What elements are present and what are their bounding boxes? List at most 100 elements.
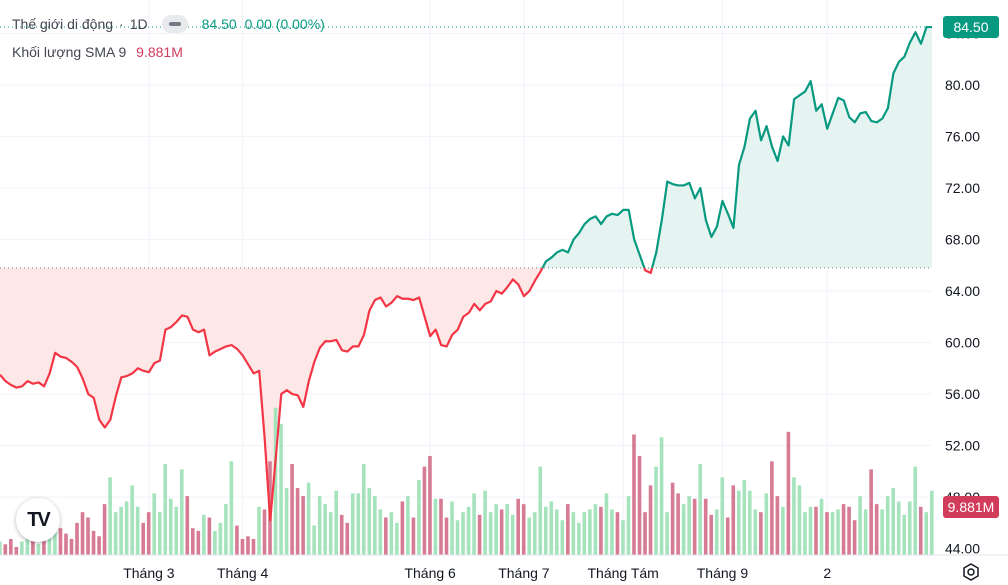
volume-bar	[781, 506, 785, 555]
volume-bar	[869, 469, 873, 555]
volume-bar	[433, 498, 438, 555]
volume-bar	[742, 480, 747, 555]
volume-bar	[538, 466, 543, 555]
price-line-up	[541, 25, 932, 268]
volume-bar	[400, 501, 405, 555]
volume-bar	[748, 490, 752, 555]
volume-bar	[130, 485, 134, 555]
area-fill-above	[0, 27, 932, 268]
volume-bar	[224, 504, 228, 555]
volume-bar	[753, 509, 758, 555]
volume-bar	[665, 512, 669, 555]
tradingview-logo[interactable]: TV	[16, 498, 60, 542]
volume-bar	[91, 530, 96, 555]
volume-bar	[604, 493, 609, 555]
volume-bar	[885, 496, 890, 555]
volume-bars	[0, 407, 934, 555]
volume-bar	[588, 509, 592, 555]
volume-bar	[179, 469, 184, 555]
volume-bar	[488, 512, 493, 555]
volume-bar	[361, 463, 366, 555]
volume-bar	[930, 490, 934, 555]
volume-bar	[924, 512, 929, 555]
volume-bar	[406, 496, 410, 555]
volume-bar	[913, 466, 918, 555]
volume-bar	[97, 536, 101, 555]
volume-bar	[792, 477, 796, 555]
volume-bar	[543, 506, 548, 555]
volume-bar	[626, 496, 631, 555]
volume-bar	[863, 509, 868, 555]
volume-bar	[830, 512, 835, 555]
volume-bar	[450, 501, 454, 555]
volume-bar	[235, 525, 239, 555]
volume-bar	[516, 498, 520, 555]
interval-label[interactable]: 1D	[129, 16, 148, 32]
volume-bar	[621, 520, 625, 555]
volume-bar	[350, 493, 355, 555]
volume-bar	[714, 509, 719, 555]
volume-bar	[836, 509, 840, 555]
volume-bar	[858, 496, 862, 555]
volume-bar	[317, 496, 322, 555]
volume-bar	[709, 514, 714, 555]
volume-bar	[64, 533, 68, 555]
volume-bar	[185, 496, 190, 555]
volume-bar	[676, 493, 680, 555]
symbol-name[interactable]: Thế giới di động	[12, 16, 114, 32]
volume-bar	[20, 541, 24, 555]
volume-bar	[466, 506, 471, 555]
x-tick-label: Tháng 7	[498, 565, 550, 581]
volume-bar	[494, 504, 498, 555]
volume-label[interactable]: Khối lượng SMA 9	[12, 44, 127, 60]
volume-bar	[229, 461, 234, 555]
volume-bar	[505, 504, 509, 555]
volume-bar	[3, 544, 8, 555]
volume-bar	[246, 536, 250, 555]
volume-bar	[615, 512, 620, 555]
y-axis[interactable]: 44.0048.0052.0056.0060.0064.0068.0072.00…	[945, 25, 980, 556]
volume-bar	[9, 538, 13, 555]
volume-bar	[345, 522, 350, 555]
volume-bar	[566, 504, 570, 555]
volume-bar	[328, 512, 333, 555]
price-line-down	[0, 267, 654, 522]
volume-bar	[527, 517, 532, 555]
volume-bar	[659, 437, 664, 555]
volume-bar	[455, 520, 460, 555]
volume-bar	[521, 504, 526, 555]
volume-bar	[80, 512, 85, 555]
volume-bar	[47, 522, 52, 555]
y-tick-label: 44.00	[945, 541, 980, 557]
volume-bar	[687, 496, 691, 555]
logo-text: TV	[27, 508, 51, 531]
volume-bar	[841, 504, 846, 555]
volume-bar	[648, 485, 653, 555]
volume-bar	[902, 514, 907, 555]
y-tick-label: 76.00	[945, 128, 980, 144]
volume-bar	[284, 488, 289, 555]
x-tick-label: Tháng 9	[697, 565, 749, 581]
volume-bar	[439, 498, 443, 555]
volume-bar	[42, 538, 46, 555]
volume-bar	[395, 522, 399, 555]
volume-bar	[119, 506, 123, 555]
volume-bar	[124, 501, 129, 555]
x-axis[interactable]: Tháng 3 Tháng 4 Tháng 6 Tháng 7 Tháng Tám Thá…	[0, 554, 1008, 581]
volume-bar	[218, 522, 223, 555]
volume-bar	[477, 514, 482, 555]
volume-bar	[786, 431, 791, 555]
y-tick-label: 80.00	[945, 77, 980, 93]
separator: ·	[119, 16, 124, 32]
volume-bar	[819, 498, 824, 555]
volume-bar	[279, 423, 283, 555]
volume-bar	[847, 506, 851, 555]
volume-bar	[483, 490, 487, 555]
volume-bar	[880, 509, 884, 555]
collapse-toggle-icon[interactable]	[161, 15, 188, 33]
settings-gear-icon[interactable]	[961, 562, 981, 582]
volume-bar	[86, 517, 90, 555]
volume-bar	[549, 501, 554, 555]
